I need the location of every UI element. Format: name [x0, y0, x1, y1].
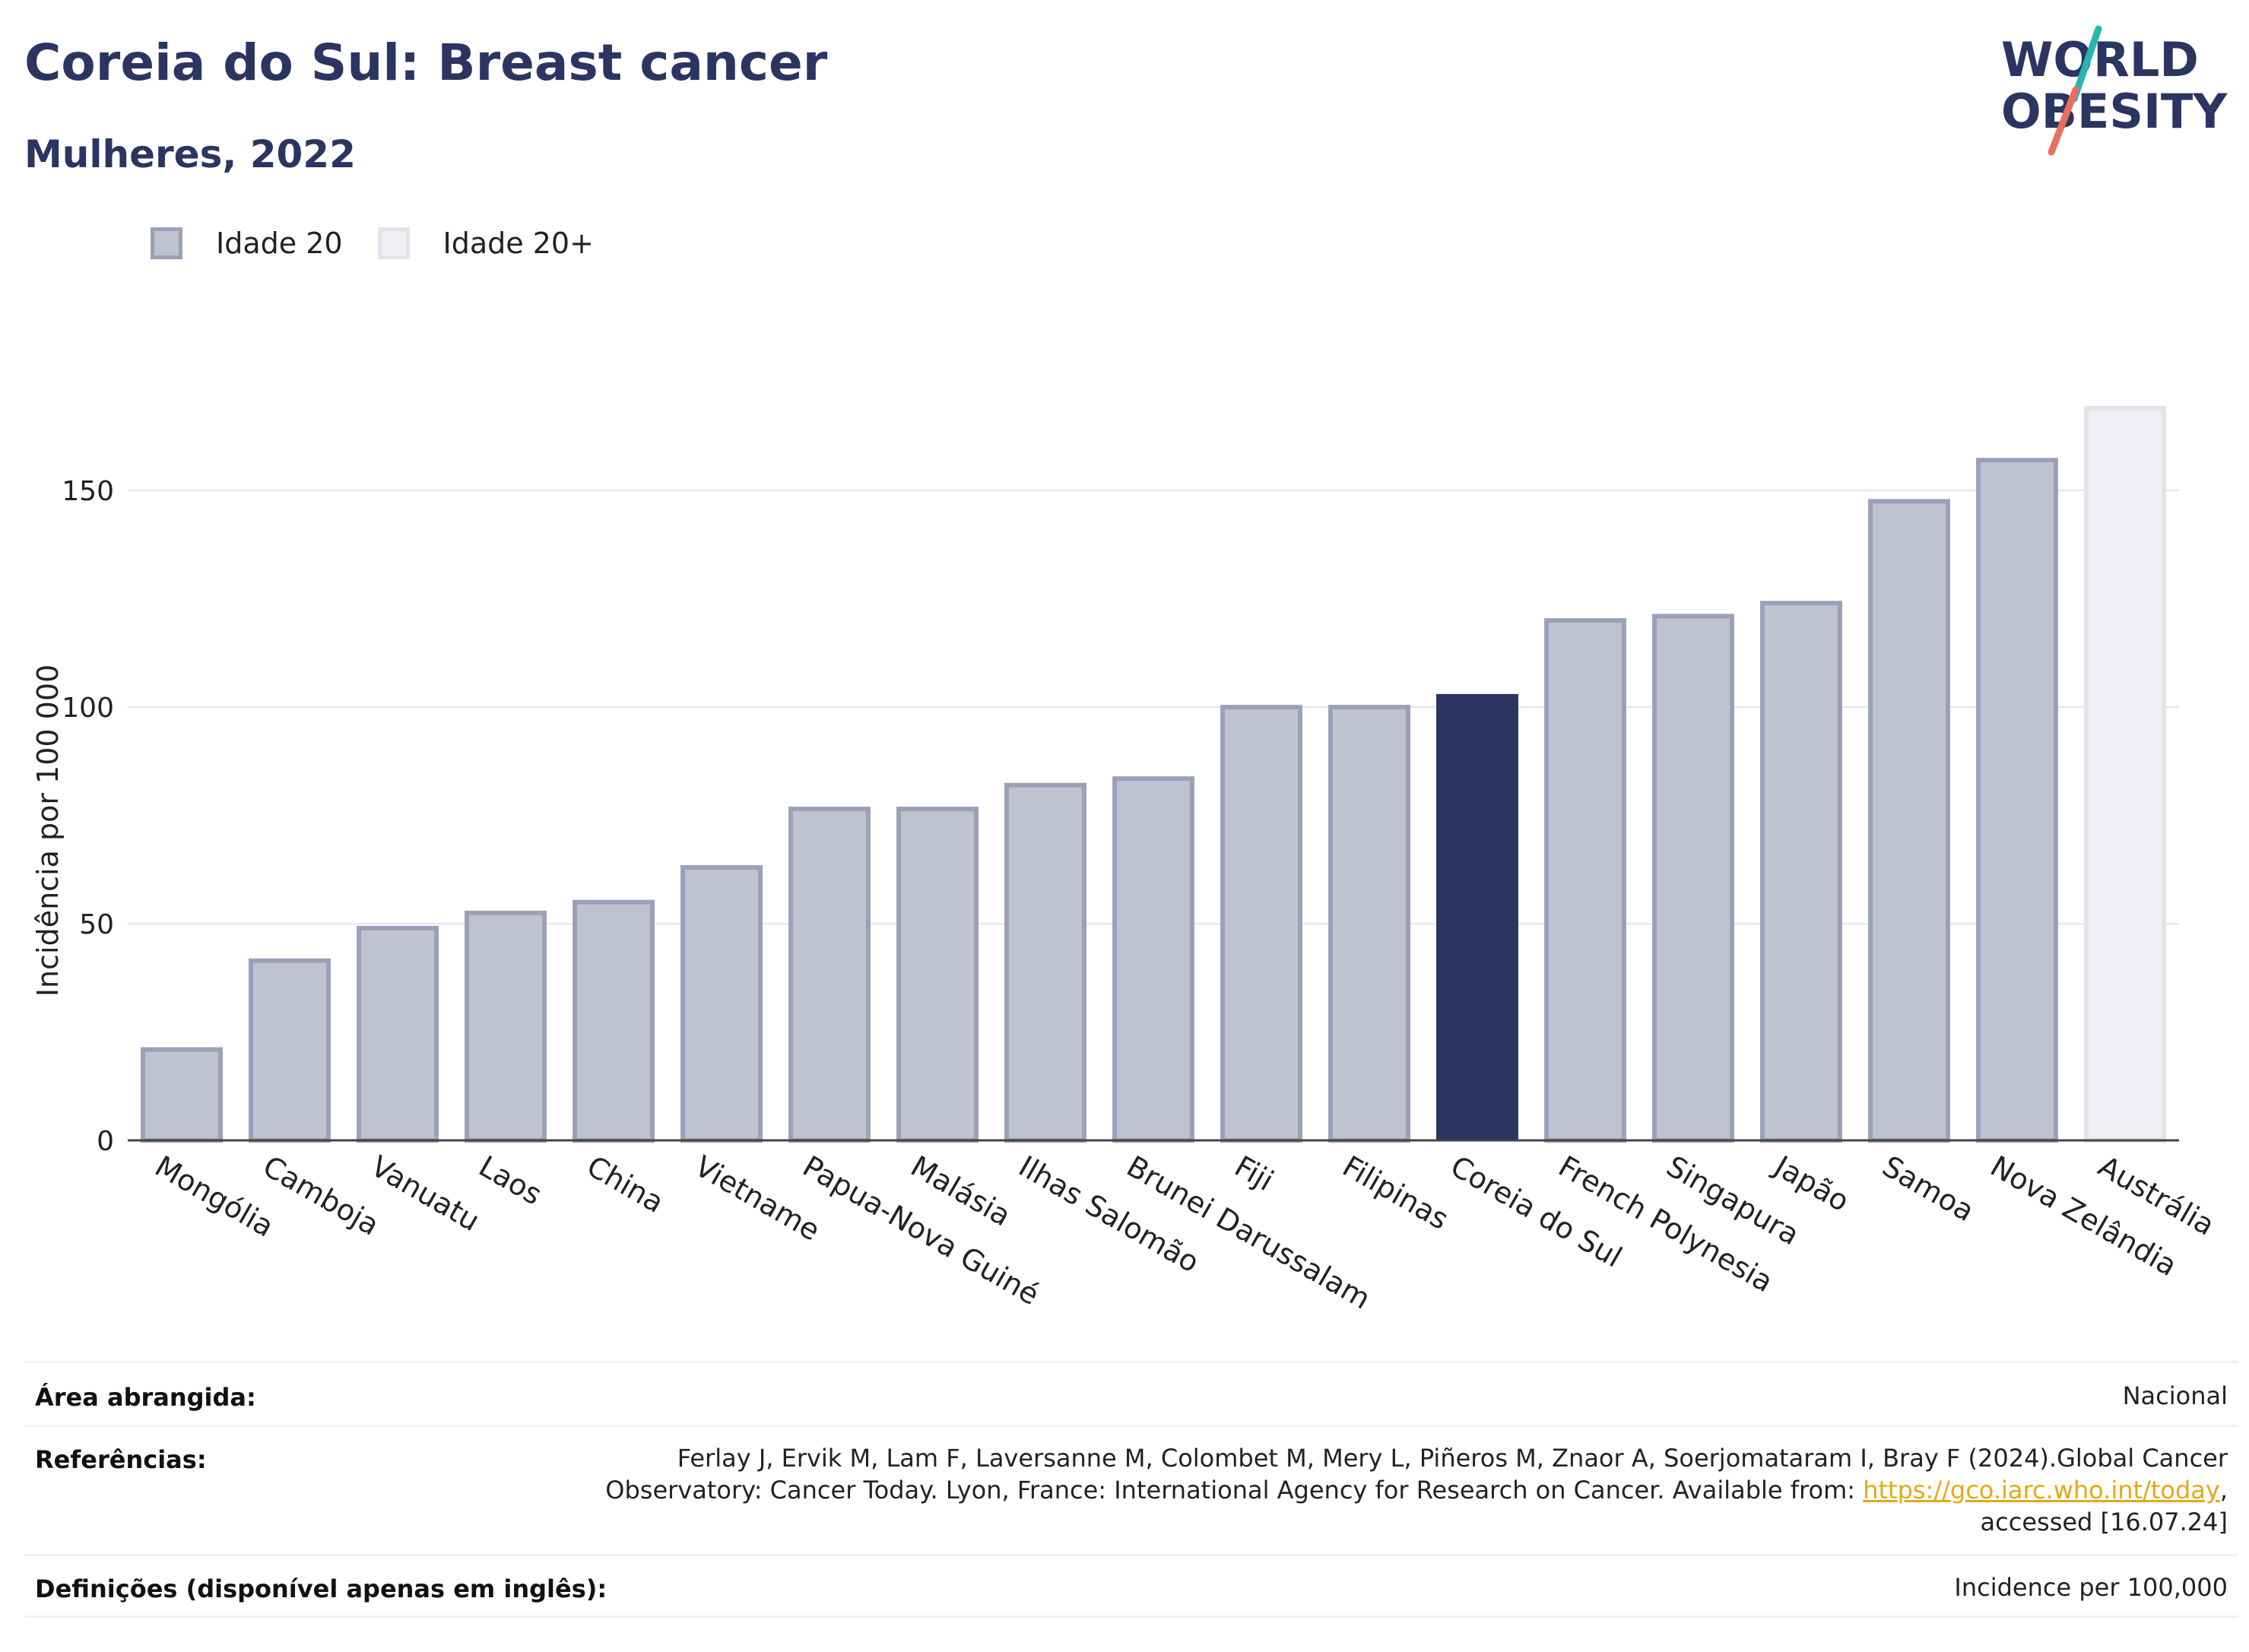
legend-item-idade-20[interactable]: Idade 20 — [151, 227, 343, 260]
page-title: Coreia do Sul: Breast cancer — [24, 33, 828, 92]
references-link[interactable]: https://gco.iarc.who.int/today — [1863, 1476, 2220, 1505]
x-tick-label: Mongólia — [150, 1149, 280, 1244]
info-row-area: Área abrangida: Nacional — [24, 1361, 2238, 1425]
legend-swatch — [377, 227, 410, 259]
logo-slash-coral — [2048, 86, 2079, 156]
x-tick-label: Vanuatu — [366, 1149, 486, 1238]
chart-legend: Idade 20 Idade 20+ — [151, 227, 629, 260]
bar — [1112, 776, 1194, 1143]
x-tick-label: Ilhas Salomão — [1013, 1149, 1205, 1279]
info-row-references: Referências: Ferlay J, Ervik M, Lam F, L… — [24, 1425, 2238, 1554]
references-line-2: Observatory: Cancer Today. Lyon, France:… — [605, 1474, 2228, 1506]
x-tick-label: Samoa — [1877, 1149, 1980, 1229]
bar — [1328, 705, 1410, 1143]
x-tick-label: Filipinas — [1337, 1149, 1454, 1236]
bar — [1868, 499, 1950, 1143]
y-tick-label: 0 — [97, 1126, 114, 1157]
info-row-definitions: Definições (disponível apenas em inglês)… — [24, 1554, 2238, 1618]
bar — [1760, 601, 1842, 1143]
bar — [249, 958, 331, 1143]
x-tick-label: Japão — [1768, 1149, 1855, 1219]
y-axis-title: Incidência por 100 000 — [31, 664, 65, 997]
y-tick-label: 100 — [62, 693, 114, 724]
references-value: Ferlay J, Ervik M, Lam F, Laversanne M, … — [605, 1442, 2228, 1538]
bar — [573, 899, 655, 1143]
logo-slash-teal — [2070, 25, 2102, 103]
bar — [1004, 782, 1086, 1143]
bar — [465, 910, 547, 1143]
page-subtitle: Mulheres, 2022 — [24, 132, 356, 176]
x-tick-label: Fiji — [1229, 1149, 1280, 1197]
legend-item-idade-20-plus[interactable]: Idade 20+ — [377, 227, 594, 260]
bar — [1652, 614, 1734, 1143]
bar — [1436, 693, 1518, 1140]
references-label: Referências: — [35, 1445, 207, 1474]
world-obesity-logo: WORLD OBESITY — [2001, 25, 2228, 156]
bar — [2084, 405, 2166, 1143]
references-line-3: accessed [16.07.24] — [1980, 1508, 2228, 1536]
x-tick-label: Camboja — [258, 1149, 385, 1242]
info-table: Área abrangida: Nacional Referências: Fe… — [24, 1361, 2238, 1618]
logo-word-world: WORLD — [2001, 32, 2199, 87]
y-tick-label: 50 — [79, 909, 114, 940]
area-label: Área abrangida: — [35, 1383, 256, 1412]
legend-label: Idade 20 — [216, 227, 343, 260]
references-text: Observatory: Cancer Today. Lyon, France:… — [605, 1476, 1864, 1505]
bar — [1544, 618, 1626, 1143]
x-tick-label: Laos — [474, 1149, 548, 1212]
bar — [1220, 705, 1302, 1143]
definitions-value: Incidence per 100,000 — [1954, 1573, 2228, 1602]
area-value: Nacional — [2122, 1381, 2228, 1410]
references-comma: , — [2219, 1476, 2228, 1505]
bar — [141, 1047, 223, 1143]
legend-label: Idade 20+ — [443, 227, 594, 260]
bar — [1976, 458, 2058, 1143]
bar — [896, 807, 979, 1143]
legend-swatch — [151, 227, 182, 259]
references-line-1: Ferlay J, Ervik M, Lam F, Laversanne M, … — [677, 1444, 2228, 1473]
logo-word-obesity: OBESITY — [2001, 84, 2228, 139]
bar — [788, 807, 871, 1143]
bar — [357, 925, 439, 1143]
definitions-label: Definições (disponível apenas em inglês)… — [35, 1574, 607, 1603]
y-tick-label: 150 — [62, 476, 114, 507]
bar — [680, 865, 763, 1143]
x-tick-label: China — [582, 1149, 670, 1219]
x-tick-label: Nova Zelândia — [1985, 1149, 2183, 1283]
